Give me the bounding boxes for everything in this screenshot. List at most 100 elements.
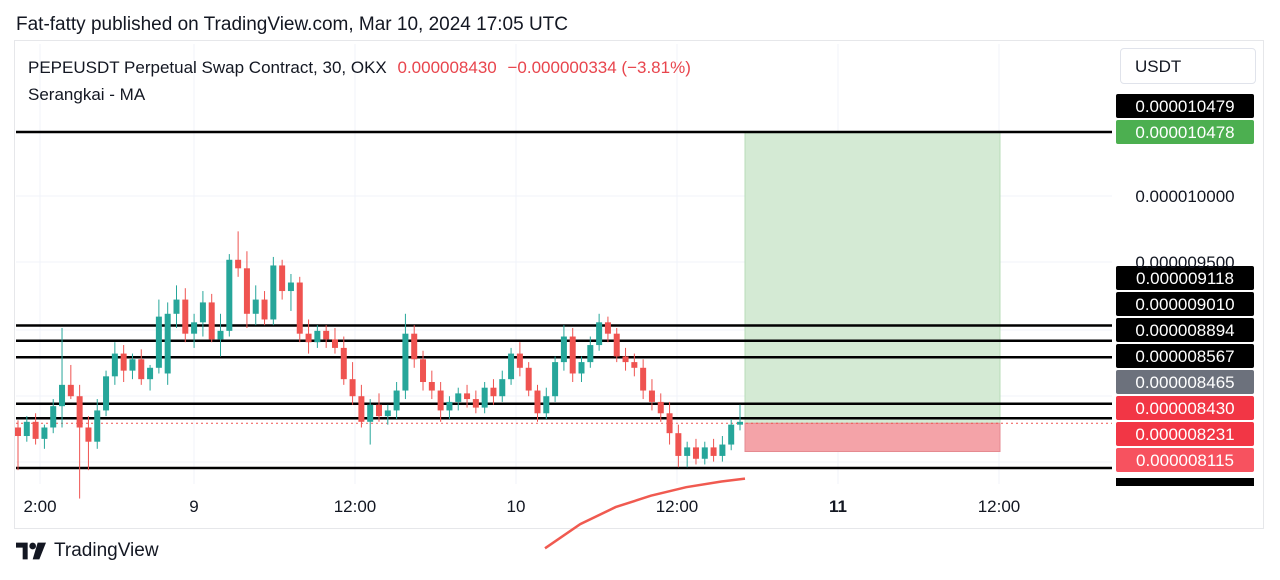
candle-body — [59, 384, 66, 407]
candle-body — [340, 347, 347, 380]
stop-zone — [744, 422, 1001, 453]
footer-brand[interactable]: TradingView — [16, 540, 159, 562]
candle-body — [279, 265, 286, 292]
price-label-bg — [1116, 318, 1254, 342]
candle-body — [701, 447, 708, 459]
candle-body — [446, 401, 453, 411]
y-tick-label: 0.000010000 — [1135, 187, 1234, 206]
price-label-bg — [1116, 448, 1254, 472]
candle-body — [305, 333, 312, 343]
candle-body — [23, 421, 30, 437]
price-label-bg — [1116, 422, 1254, 446]
candle-body — [226, 259, 233, 331]
price-label-bg — [1116, 370, 1254, 394]
candle-body — [85, 427, 92, 442]
candle-body — [67, 384, 74, 397]
candle-body — [50, 406, 57, 428]
candle-body — [543, 396, 550, 414]
candle-body — [147, 367, 154, 380]
candle-body — [287, 282, 294, 292]
candle-body — [622, 356, 629, 363]
candle-body — [155, 316, 162, 368]
candle-body — [217, 330, 224, 340]
candle-body — [578, 362, 585, 374]
candle-body — [376, 404, 382, 417]
price-label-bg — [1116, 396, 1254, 420]
candle-body — [129, 359, 136, 371]
candle-body — [508, 353, 515, 380]
price-label: 0.000010479 — [1135, 97, 1234, 116]
moving-average — [544, 477, 746, 550]
tradingview-logo-icon — [16, 542, 46, 560]
candle-body — [657, 401, 664, 414]
price-label: 0.000008567 — [1135, 347, 1234, 366]
price-label: 0.000008430 — [1135, 399, 1234, 418]
candle-body — [464, 393, 471, 400]
y-tick-label: 0.000009500 — [1135, 253, 1234, 272]
candle-body — [103, 376, 110, 411]
candle-body — [15, 427, 21, 437]
candle-body — [737, 421, 743, 425]
candle-body — [728, 424, 735, 445]
candle-body — [384, 410, 391, 417]
candle-body — [596, 322, 603, 346]
last-price: 0.000008430 — [397, 58, 497, 77]
candle-body — [428, 382, 435, 391]
currency-button[interactable]: USDT — [1120, 48, 1256, 84]
x-tick-label: 9 — [189, 497, 198, 516]
candle-body — [367, 404, 374, 422]
price-label-bg — [1116, 120, 1254, 144]
target-zone — [744, 131, 1001, 424]
candle-body — [349, 379, 356, 397]
price-label: 0.000008465 — [1135, 373, 1234, 392]
candle-body — [604, 322, 611, 334]
candle-body — [455, 393, 462, 402]
price-label: 0.000008894 — [1135, 321, 1234, 340]
indicator-legend[interactable]: Serangkai - MA — [28, 85, 146, 104]
candle-body — [164, 313, 171, 374]
candle-body — [587, 345, 594, 363]
chart-frame — [14, 40, 1264, 529]
candle-body — [393, 390, 400, 411]
candle-body — [191, 322, 198, 334]
publisher-header: Fat-fatty published on TradingView.com, … — [16, 14, 569, 35]
candle-body — [710, 447, 717, 456]
x-tick-label: 12:00 — [978, 497, 1021, 516]
candle-body — [684, 447, 691, 456]
ma-line — [544, 477, 746, 550]
price-label: 0.000009118 — [1136, 269, 1234, 288]
candle-body — [490, 387, 497, 397]
candle-body — [648, 390, 655, 402]
price-label-bg — [1116, 292, 1254, 316]
candle-body — [314, 330, 321, 343]
candle-body — [41, 427, 48, 439]
candle-body — [358, 396, 365, 422]
price-scale: 0.0000104790.0000104780.0000091180.00000… — [1116, 94, 1254, 486]
price-change: −0.000000334 (−3.81%) — [507, 58, 691, 77]
price-label-bg — [1116, 266, 1254, 290]
x-tick-label: 11 — [829, 497, 847, 516]
candle-body — [525, 367, 532, 391]
symbol-title: PEPEUSDT Perpetual Swap Contract, 30, OK… — [28, 58, 387, 77]
candle-body — [472, 399, 479, 408]
candle-body — [640, 367, 647, 391]
candle-body — [235, 259, 242, 269]
candle-body — [331, 339, 338, 348]
candle-body — [420, 359, 427, 383]
candle-body — [481, 387, 488, 408]
candle-body — [719, 444, 726, 456]
candle-body — [261, 299, 268, 320]
candle-body — [569, 336, 576, 374]
x-tick-label: 2:00 — [23, 497, 56, 516]
candle-body — [270, 265, 277, 320]
candle-body — [560, 336, 567, 363]
x-tick-label: 10 — [507, 497, 526, 516]
candle-body — [613, 333, 620, 357]
price-label: 0.000009010 — [1135, 295, 1234, 314]
candle-body — [296, 282, 303, 334]
time-scale: 2:00 9 12:00 10 12:00 11 12:00 — [23, 497, 1020, 516]
candle-body — [252, 299, 259, 314]
candle-body — [173, 299, 180, 314]
candle-body — [32, 421, 39, 439]
